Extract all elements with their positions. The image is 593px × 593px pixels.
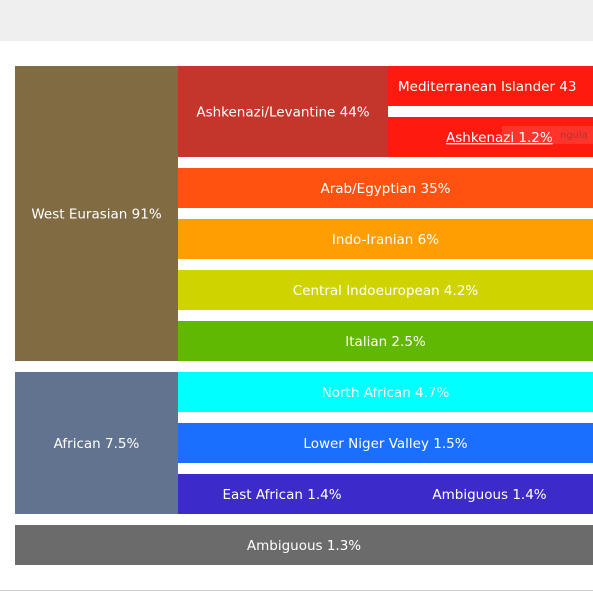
segment-bar-ashkenazi[interactable] [388,117,593,157]
segment-label-african: African 7.5% [54,436,140,452]
segment-label-italian: Italian 2.5% [345,334,426,350]
segment-label-east-african: East African 1.4% [222,487,341,503]
bottom-divider [0,590,593,591]
segment-mediterranean-islander[interactable]: Mediterranean Islander 43 [388,66,593,106]
segment-bar-italian[interactable] [178,321,593,361]
tooltip-fragment: ngula [560,130,588,141]
segment-bar-lower-niger-valley[interactable] [178,423,593,463]
segment-bar-arab-egyptian[interactable] [178,168,593,208]
segment-bar-west-eurasian[interactable] [15,66,178,361]
segment-bar-central-indoeuropean[interactable] [178,270,593,310]
segment-ambiguous[interactable]: Ambiguous 1.3% [15,525,593,565]
segment-label-ambiguous-african: Ambiguous 1.4% [432,487,546,503]
segment-label-central-indoeuropean: Central Indoeuropean 4.2% [293,283,479,299]
segment-bar-ambiguous-african[interactable] [386,474,593,514]
segment-label-indo-iranian: Indo-Iranian 6% [332,232,439,248]
segment-central-indoeuropean[interactable]: Central Indoeuropean 4.2% [178,270,593,310]
segment-bar-east-african[interactable] [178,474,386,514]
segment-bar-african[interactable] [15,372,178,514]
segment-label-north-african: North African 4.7% [322,385,450,401]
segment-bar-mediterranean-islander[interactable] [388,66,593,106]
segment-label-arab-egyptian: Arab/Egyptian 35% [320,181,450,197]
segment-label-ashkenazi[interactable]: Ashkenazi 1.2% [446,130,553,146]
segment-label-ambiguous: Ambiguous 1.3% [247,538,361,554]
segment-indo-iranian[interactable]: Indo-Iranian 6% [178,219,593,259]
segment-west-eurasian[interactable]: West Eurasian 91% [15,66,178,361]
segment-arab-egyptian[interactable]: Arab/Egyptian 35% [178,168,593,208]
segment-italian[interactable]: Italian 2.5% [178,321,593,361]
segment-east-african[interactable]: East African 1.4% [178,474,386,514]
segment-north-african[interactable]: North African 4.7% [178,372,593,412]
segment-ashkenazi[interactable]: Ashkenazi 1.2% ngula [388,117,593,157]
segment-ambiguous-african[interactable]: Ambiguous 1.4% [386,474,593,514]
segment-bar-indo-iranian[interactable] [178,219,593,259]
segment-label-lower-niger-valley: Lower Niger Valley 1.5% [303,436,467,452]
segment-lower-niger-valley[interactable]: Lower Niger Valley 1.5% [178,423,593,463]
segment-label-west-eurasian: West Eurasian 91% [31,207,161,223]
segment-bar-north-african[interactable] [178,372,593,412]
segment-ashkenazi-levantine[interactable]: Ashkenazi/Levantine 44% [178,66,388,157]
segment-label-ashkenazi-levantine: Ashkenazi/Levantine 44% [196,105,369,121]
segment-bar-ambiguous[interactable] [15,525,593,565]
segment-label-mediterranean-islander: Mediterranean Islander 43 [398,79,576,95]
tooltip-fragment-bg [502,126,593,144]
segment-bar-ashkenazi-levantine[interactable] [178,66,388,157]
segment-african[interactable]: African 7.5% [15,372,178,514]
top-bar [0,0,593,41]
